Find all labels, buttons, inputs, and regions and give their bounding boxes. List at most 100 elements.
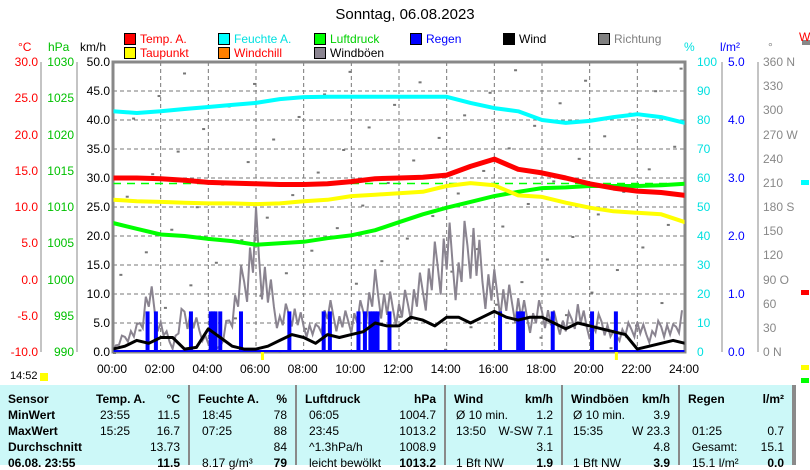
- direction-tick-label: 300: [763, 103, 784, 118]
- direction-point: [170, 228, 174, 231]
- legend-label: Windchill: [234, 46, 283, 60]
- cell-value: W 23.3: [631, 424, 670, 438]
- chart-title: Sonntag, 06.08.2023: [335, 6, 475, 23]
- cell-value: 0.0: [767, 456, 784, 470]
- direction-point: [679, 67, 683, 70]
- legend-item[interactable]: Feuchte A.: [218, 32, 291, 46]
- chart-plot: [40, 40, 810, 383]
- table-column: Regen l/m² 01:25 0.7 Gesamt: 15.1 15.1 l/m² 0.0: [680, 385, 794, 470]
- temp-tick-label: 30.0: [14, 55, 38, 69]
- direction-point: [666, 223, 670, 226]
- cell-value: 11.5: [157, 408, 180, 422]
- rain-tick-label: 5.0: [728, 55, 745, 69]
- cell-time: Ø 10 min.: [573, 408, 626, 422]
- rain-tick-label: 2.0: [728, 229, 745, 243]
- time-tick-label: 24:00: [669, 362, 700, 376]
- direction-point: [380, 260, 384, 263]
- sunrise-sunset-mark: [614, 352, 618, 360]
- wind-tick-label: 0.0: [93, 345, 110, 359]
- pressure-tick-label: 1020: [47, 127, 74, 142]
- legend-item[interactable]: Taupunkt: [124, 46, 189, 60]
- direction-tick-label: 240: [763, 151, 784, 166]
- direction-point: [113, 352, 116, 354]
- direction-point: [418, 81, 422, 84]
- rain-tick-label: 3.0: [728, 171, 745, 185]
- cell-time: 07:25: [202, 424, 233, 438]
- humidity-tick-label: 60: [697, 171, 711, 185]
- direction-point: [157, 95, 161, 98]
- legend-item[interactable]: Luftdruck: [314, 32, 379, 46]
- direction-point: [412, 159, 416, 162]
- wind-tick-label: 25.0: [86, 200, 110, 214]
- pressure-tick-label: 1025: [47, 91, 74, 106]
- direction-point: [584, 79, 588, 82]
- legend-item[interactable]: Richtung: [598, 32, 661, 46]
- legend-label: Feuchte A.: [234, 32, 292, 46]
- direction-point: [233, 317, 237, 320]
- cell-value: 1013.2: [399, 424, 436, 438]
- column-unit: %: [276, 392, 287, 406]
- cell-time: ^1.3hPa/h: [309, 440, 363, 454]
- direction-point: [246, 161, 250, 164]
- direction-tick-label: 180 S: [763, 200, 795, 214]
- column-header: Sensor: [8, 392, 49, 406]
- cell-time: Ø 10 min.: [456, 408, 509, 422]
- direction-point: [444, 348, 448, 351]
- wind-tick-label: 15.0: [86, 258, 110, 272]
- humidity-tick-label: 100: [697, 55, 718, 69]
- legend-item[interactable]: Temp. A.: [124, 32, 187, 46]
- legend-swatch: [410, 33, 422, 45]
- direction-point: [348, 70, 352, 73]
- humidity-axis-unit: %: [684, 40, 695, 54]
- pressure-tick-label: 1000: [47, 272, 74, 287]
- direction-point: [316, 171, 320, 174]
- legend-swatch: [124, 47, 136, 59]
- temp-tick-label: -5.0: [17, 308, 38, 323]
- row-label: 06.08. 23:55: [8, 456, 76, 470]
- direction-point: [501, 225, 505, 228]
- cell-value: 11.5: [157, 456, 180, 470]
- cell-time: 23:55: [100, 408, 131, 422]
- table-column: Luftdruck hPa 06:05 1004.7 23:45 1013.2 ^1.3hP…: [297, 385, 446, 470]
- direction-point: [558, 102, 562, 105]
- humidity-tick-label: 30: [697, 258, 711, 272]
- direction-point: [361, 204, 365, 207]
- humidity-tick-label: 40: [697, 229, 711, 243]
- column-header: Windböen: [571, 392, 629, 406]
- rain-bar: [498, 311, 503, 352]
- series-wind: [112, 309, 686, 351]
- rain-bar: [153, 311, 158, 352]
- humidity-tick-label: 80: [697, 113, 711, 127]
- series-windboeen: [112, 207, 683, 352]
- legend-item[interactable]: Windchill: [218, 46, 282, 60]
- rain-bar: [550, 311, 555, 352]
- time-tick-label: 18:00: [526, 362, 557, 376]
- pressure-tick-label: 995: [53, 308, 74, 323]
- legend-item[interactable]: Wind: [503, 32, 546, 46]
- direction-point: [469, 326, 473, 329]
- legend-item[interactable]: Regen: [410, 32, 461, 46]
- direction-axis-unit: °: [768, 40, 773, 54]
- direction-point: [405, 237, 409, 240]
- legend-item[interactable]: Windböen: [314, 46, 384, 60]
- rain-bar: [218, 311, 223, 352]
- table-scrollbar-edge[interactable]: [794, 385, 796, 465]
- cell-value: 1013.2: [399, 456, 436, 470]
- direction-point: [488, 91, 492, 94]
- time-tick-label: 04:00: [192, 362, 223, 376]
- pressure-tick-label: 1005: [47, 236, 74, 251]
- wind-tick-label: 40.0: [86, 113, 110, 127]
- direction-point: [132, 117, 136, 120]
- direction-point: [119, 273, 123, 276]
- partial-chart-mark: [801, 378, 809, 383]
- temp-tick-label: -10.0: [10, 345, 38, 359]
- column-header: Luftdruck: [305, 392, 361, 406]
- column-unit: km/h: [524, 392, 553, 406]
- row-label: MaxWert: [8, 424, 58, 438]
- direction-tick-label: 330: [763, 79, 784, 94]
- direction-point: [647, 168, 651, 171]
- direction-point: [189, 284, 193, 287]
- cell-value: 3.9: [653, 408, 670, 422]
- direction-tick-label: 30: [763, 320, 777, 335]
- rain-bar: [373, 311, 378, 352]
